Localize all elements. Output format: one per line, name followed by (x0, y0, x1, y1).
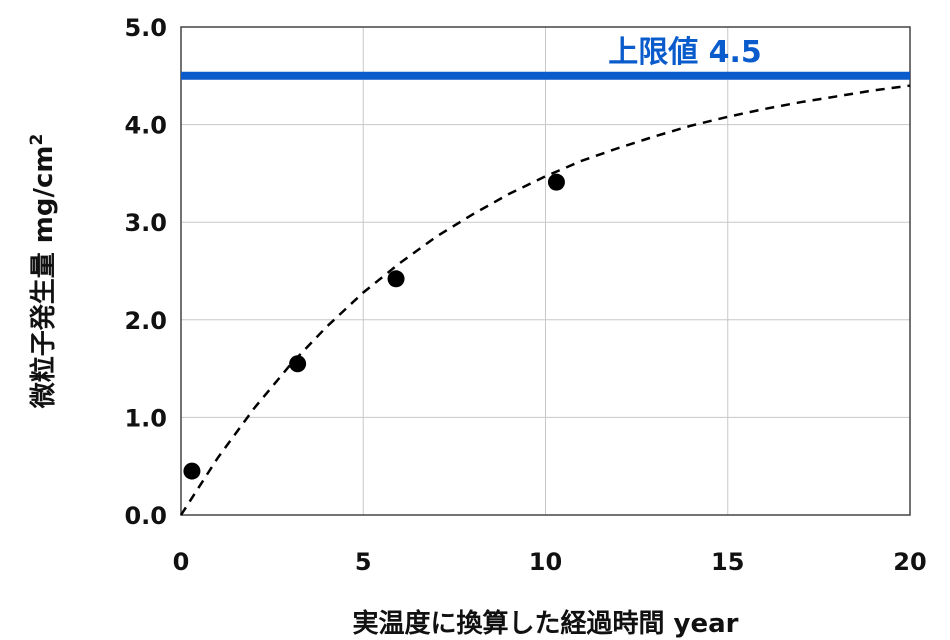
x-tick-label: 15 (711, 548, 744, 576)
data-point (387, 270, 405, 288)
fit-curve (179, 84, 911, 516)
y-axis-title-superscript: 2 (27, 134, 47, 146)
y-tick-label: 1.0 (124, 404, 167, 432)
x-axis-title: 実温度に換算した経過時間 year (352, 608, 738, 639)
x-tick-label: 10 (529, 548, 562, 576)
x-tick-labels: 0 5 10 15 20 (173, 548, 927, 576)
y-tick-label: 4.0 (124, 112, 167, 140)
limit-label: 上限値 4.5 (608, 35, 762, 70)
grid (181, 27, 910, 515)
y-tick-label: 5.0 (124, 14, 167, 42)
x-tick-label: 20 (893, 548, 926, 576)
y-tick-label: 3.0 (124, 209, 167, 237)
data-point (547, 173, 565, 191)
data-points (183, 173, 565, 480)
y-axis-title-main: 微粒子発生量 mg/cm (28, 146, 59, 410)
x-tick-label: 0 (173, 548, 190, 576)
y-tick-label: 2.0 (124, 307, 167, 335)
data-point (289, 355, 307, 373)
y-tick-label: 0.0 (124, 502, 167, 530)
y-axis-title: 微粒子発生量 mg/cm2 (27, 134, 59, 410)
data-point (183, 462, 201, 480)
x-tick-label: 5 (355, 548, 372, 576)
y-tick-labels: 0.0 1.0 2.0 3.0 4.0 5.0 (124, 14, 167, 530)
plot-area-frame (180, 26, 911, 516)
